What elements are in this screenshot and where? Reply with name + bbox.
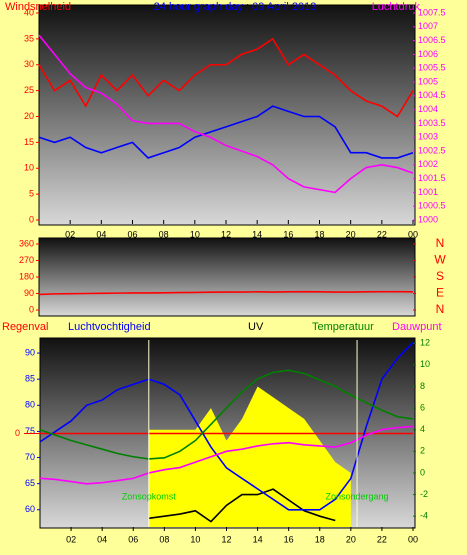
yticks-label: 65 [25, 478, 35, 488]
yticks-label: 10 [24, 163, 34, 173]
chart-title: 24 hour graph day : 09 April 2013 [154, 1, 317, 13]
legend-entry: Temperatuur [312, 321, 374, 333]
x-tick-label: 00 [408, 229, 418, 239]
y-label: Windsnelheid [5, 1, 71, 13]
x-tick-label: 22 [377, 229, 387, 239]
y2ticks-label: N [436, 302, 445, 316]
x-tick-label: 20 [346, 534, 356, 544]
x-tick-label: 16 [283, 229, 293, 239]
y2ticks-label: 1001 [418, 187, 438, 197]
legend-entry: UV [248, 321, 264, 333]
yticks-label: 0 [29, 214, 34, 224]
y2-label: Luchtdruk [372, 1, 421, 13]
x-tick-label: 20 [346, 229, 356, 239]
y2ticks-label: 1004.5 [418, 90, 446, 100]
y2ticks-label: 1007.5 [418, 7, 446, 17]
y2ticks-label: -4 [420, 511, 428, 521]
yticks-label: 90 [24, 288, 34, 298]
y2ticks-label: -2 [420, 489, 428, 499]
yticks-label: 35 [24, 33, 34, 43]
x-tick-label: 14 [252, 229, 262, 239]
y2ticks-label: S [436, 269, 444, 283]
y3-tick-label: 0 [15, 428, 20, 438]
y2ticks-label: 1005.5 [418, 63, 446, 73]
y2ticks-label: 1003.5 [418, 118, 446, 128]
y2ticks-label: 1000 [418, 214, 438, 224]
x-tick-label: 00 [408, 534, 418, 544]
yticks-label: 85 [25, 374, 35, 384]
x-tick-label: 08 [159, 534, 169, 544]
x-tick-label: 18 [314, 229, 324, 239]
yticks-label: 360 [19, 238, 34, 248]
x-tick-label: 14 [253, 534, 263, 544]
x-tick-label: 08 [159, 229, 169, 239]
x-tick-label: 10 [190, 229, 200, 239]
y2ticks-label: 8 [420, 381, 425, 391]
panel-wind [38, 4, 416, 226]
y2ticks-label: 6 [420, 402, 425, 412]
yticks-label: 20 [24, 111, 34, 121]
y2ticks-label: 1002 [418, 159, 438, 169]
x-tick-label: 06 [127, 229, 137, 239]
y2ticks-label: 2 [420, 446, 425, 456]
yticks-label: 25 [24, 85, 34, 95]
yticks-label: 5 [29, 189, 34, 199]
y2ticks-label: 1003 [418, 132, 438, 142]
panel-direction [38, 237, 416, 317]
yticks-label: 180 [19, 271, 34, 281]
line [148, 488, 336, 523]
yticks-label: 270 [19, 255, 34, 265]
yticks-label: 80 [25, 400, 35, 410]
legend-entry: Dauwpunt [392, 321, 442, 333]
area [148, 386, 351, 527]
y2ticks-label: W [434, 253, 446, 267]
x-tick-label: 22 [377, 534, 387, 544]
y2ticks-label: 4 [420, 424, 425, 434]
y2ticks-label: 1001.5 [418, 173, 446, 183]
yticks-label: 40 [24, 7, 34, 17]
annotation: Zonsondergang [326, 491, 389, 501]
line [39, 369, 414, 460]
yticks-label: 15 [24, 137, 34, 147]
x-tick-label: 06 [128, 534, 138, 544]
y2ticks-label: E [436, 286, 444, 300]
y2ticks-label: 0 [420, 467, 425, 477]
line [38, 34, 414, 194]
line [38, 105, 414, 159]
yticks-label: 75 [25, 426, 35, 436]
yticks-label: 60 [25, 504, 35, 514]
annotation: Zonsopkomst [122, 491, 177, 501]
y2ticks-label: N [436, 236, 445, 250]
line [39, 425, 414, 485]
x-tick-label: 16 [284, 534, 294, 544]
y2ticks-label: 1007 [418, 21, 438, 31]
line [38, 290, 414, 296]
y2ticks-label: 1002.5 [418, 145, 446, 155]
yticks-label: 90 [25, 347, 35, 357]
x-tick-label: 04 [96, 229, 106, 239]
y2ticks-label: 1006 [418, 49, 438, 59]
legend-entry: Regenval [2, 321, 48, 333]
y2ticks-label: 1004 [418, 104, 438, 114]
line [38, 37, 414, 118]
yticks-label: 0 [29, 304, 34, 314]
y2ticks-label: 1005 [418, 76, 438, 86]
y2ticks-label: 10 [420, 359, 430, 369]
yticks-label: 30 [24, 59, 34, 69]
x-tick-label: 12 [221, 229, 231, 239]
x-tick-label: 04 [97, 534, 107, 544]
y2ticks-label: 1006.5 [418, 35, 446, 45]
x-tick-label: 12 [221, 534, 231, 544]
line [39, 342, 414, 511]
x-tick-label: 02 [66, 534, 76, 544]
y2ticks-label: 1000.5 [418, 201, 446, 211]
yticks-label: 70 [25, 452, 35, 462]
y2ticks-label: 12 [420, 338, 430, 348]
x-tick-label: 10 [190, 534, 200, 544]
x-tick-label: 02 [65, 229, 75, 239]
legend-entry: Luchtvochtigheid [68, 321, 151, 333]
x-tick-label: 18 [315, 534, 325, 544]
